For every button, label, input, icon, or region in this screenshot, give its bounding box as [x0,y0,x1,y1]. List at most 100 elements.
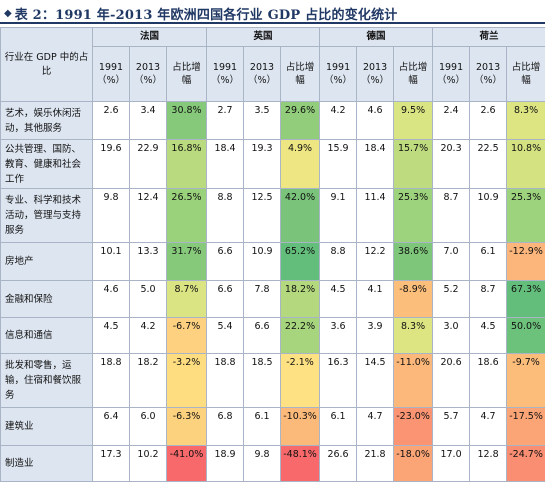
netherlands-change-cell: -24.7% [506,445,545,482]
netherlands-1991-cell: 17.0 [432,445,471,482]
germany-change-cell: 25.3% [393,188,434,243]
germany-2013-cell: 12.2 [356,242,395,281]
subheader-2013: 2013（%） [243,46,282,102]
country-header-uk: 英国 [206,27,321,47]
germany-1991-cell: 3.6 [319,317,358,354]
france-2013-cell: 5.0 [129,280,167,318]
uk-2013-cell: 10.9 [243,242,282,281]
uk-1991-cell: 2.7 [206,101,245,140]
uk-change-cell: 4.9% [280,139,321,189]
netherlands-2013-cell: 10.9 [469,188,508,243]
netherlands-2013-cell: 12.8 [469,445,508,482]
france-1991-cell: 17.3 [92,445,130,482]
uk-2013-cell: 9.8 [243,445,282,482]
france-1991-cell: 18.8 [92,353,130,408]
table-row: 批发和零售，运输，住宿和餐饮服务 18.8 18.2 -3.2% 18.8 18.5 -2.… [0,353,545,408]
subheader-change: 占比增幅 [165,46,208,102]
uk-2013-cell: 6.1 [243,407,282,446]
uk-change-cell: 22.2% [280,317,321,354]
table-row: 信息和通信 4.5 4.2 -6.7% 5.4 6.6 22.2% 3.6 3.9 8.3% 3.0… [0,317,545,354]
table-body: 艺术，娱乐休闲活动，其他服务 2.6 3.4 30.8% 2.7 3.5 29.6% 4.2 4… [0,101,545,482]
netherlands-change-cell: -9.7% [506,353,545,408]
industry-label: 信息和通信 [0,317,93,354]
subheader-1991: 1991（%） [432,46,471,102]
france-1991-cell: 4.5 [92,317,130,354]
netherlands-change-cell: 50.0% [506,317,545,354]
industry-label: 专业、科学和技术活动，管理与支持服务 [0,188,93,243]
netherlands-1991-cell: 7.0 [432,242,471,281]
france-change-cell: 8.7% [165,280,208,318]
germany-change-cell: 38.6% [393,242,434,281]
industry-label: 批发和零售，运输，住宿和餐饮服务 [0,353,93,408]
table-row: 专业、科学和技术活动，管理与支持服务 9.8 12.4 26.5% 8.8 12.5 42.… [0,188,545,243]
table-row: 金融和保险 4.6 5.0 8.7% 6.6 7.8 18.2% 4.5 4.1 -8.9% 5.2… [0,280,545,318]
netherlands-2013-cell: 4.5 [469,317,508,354]
germany-change-cell: 9.5% [393,101,434,140]
table-title: 表 2：1991 年-2013 年欧洲四国各行业 GDP 占比的变化统计 [14,7,398,23]
germany-1991-cell: 8.8 [319,242,358,281]
netherlands-2013-cell: 4.7 [469,407,508,446]
subheader-2013: 2013（%） [469,46,508,102]
diamond-bullet-icon: ◆ [4,7,12,19]
title-divider [0,22,545,24]
industry-label: 艺术，娱乐休闲活动，其他服务 [0,101,93,140]
subheader-1991: 1991（%） [92,46,130,102]
uk-1991-cell: 6.6 [206,280,245,318]
france-2013-cell: 13.3 [129,242,167,281]
netherlands-1991-cell: 8.7 [432,188,471,243]
france-2013-cell: 10.2 [129,445,167,482]
netherlands-change-cell: 8.3% [506,101,545,140]
france-1991-cell: 19.6 [92,139,130,189]
france-change-cell: -6.7% [165,317,208,354]
germany-2013-cell: 4.1 [356,280,395,318]
germany-2013-cell: 18.4 [356,139,395,189]
germany-change-cell: -11.0% [393,353,434,408]
france-change-cell: 30.8% [165,101,208,140]
france-2013-cell: 22.9 [129,139,167,189]
industry-label: 房地产 [0,242,93,281]
subheader-change: 占比增幅 [506,46,545,102]
uk-change-cell: 42.0% [280,188,321,243]
netherlands-change-cell: 10.8% [506,139,545,189]
germany-1991-cell: 4.5 [319,280,358,318]
subheader-change: 占比增幅 [280,46,321,102]
uk-change-cell: 29.6% [280,101,321,140]
uk-change-cell: -10.3% [280,407,321,446]
germany-1991-cell: 4.2 [319,101,358,140]
uk-2013-cell: 19.3 [243,139,282,189]
france-2013-cell: 6.0 [129,407,167,446]
netherlands-1991-cell: 3.0 [432,317,471,354]
netherlands-1991-cell: 5.7 [432,407,471,446]
uk-2013-cell: 3.5 [243,101,282,140]
germany-change-cell: -8.9% [393,280,434,318]
netherlands-change-cell: 67.3% [506,280,545,318]
uk-1991-cell: 18.8 [206,353,245,408]
netherlands-2013-cell: 6.1 [469,242,508,281]
germany-2013-cell: 11.4 [356,188,395,243]
france-2013-cell: 12.4 [129,188,167,243]
uk-1991-cell: 6.8 [206,407,245,446]
netherlands-1991-cell: 5.2 [432,280,471,318]
uk-1991-cell: 6.6 [206,242,245,281]
germany-2013-cell: 4.6 [356,101,395,140]
france-1991-cell: 2.6 [92,101,130,140]
subheader-change: 占比增幅 [393,46,434,102]
germany-1991-cell: 6.1 [319,407,358,446]
table-row: 建筑业 6.4 6.0 -6.3% 6.8 6.1 -10.3% 6.1 4.7 -23.0% 5.… [0,407,545,446]
france-1991-cell: 6.4 [92,407,130,446]
table-row: 制造业 17.3 10.2 -41.0% 18.9 9.8 -48.1% 26.6 21.8 -1… [0,445,545,482]
uk-2013-cell: 6.6 [243,317,282,354]
france-1991-cell: 10.1 [92,242,130,281]
germany-1991-cell: 15.9 [319,139,358,189]
subheader-2013: 2013（%） [356,46,395,102]
table-row: 公共管理、国防、教育、健康和社会工作 19.6 22.9 16.8% 18.4 19.3 4… [0,139,545,189]
france-change-cell: -3.2% [165,353,208,408]
uk-1991-cell: 5.4 [206,317,245,354]
netherlands-2013-cell: 22.5 [469,139,508,189]
france-change-cell: 26.5% [165,188,208,243]
table-row: 艺术，娱乐休闲活动，其他服务 2.6 3.4 30.8% 2.7 3.5 29.6% 4.2 4… [0,101,545,140]
germany-1991-cell: 9.1 [319,188,358,243]
subheader-2013: 2013（%） [129,46,167,102]
netherlands-2013-cell: 2.6 [469,101,508,140]
germany-2013-cell: 3.9 [356,317,395,354]
